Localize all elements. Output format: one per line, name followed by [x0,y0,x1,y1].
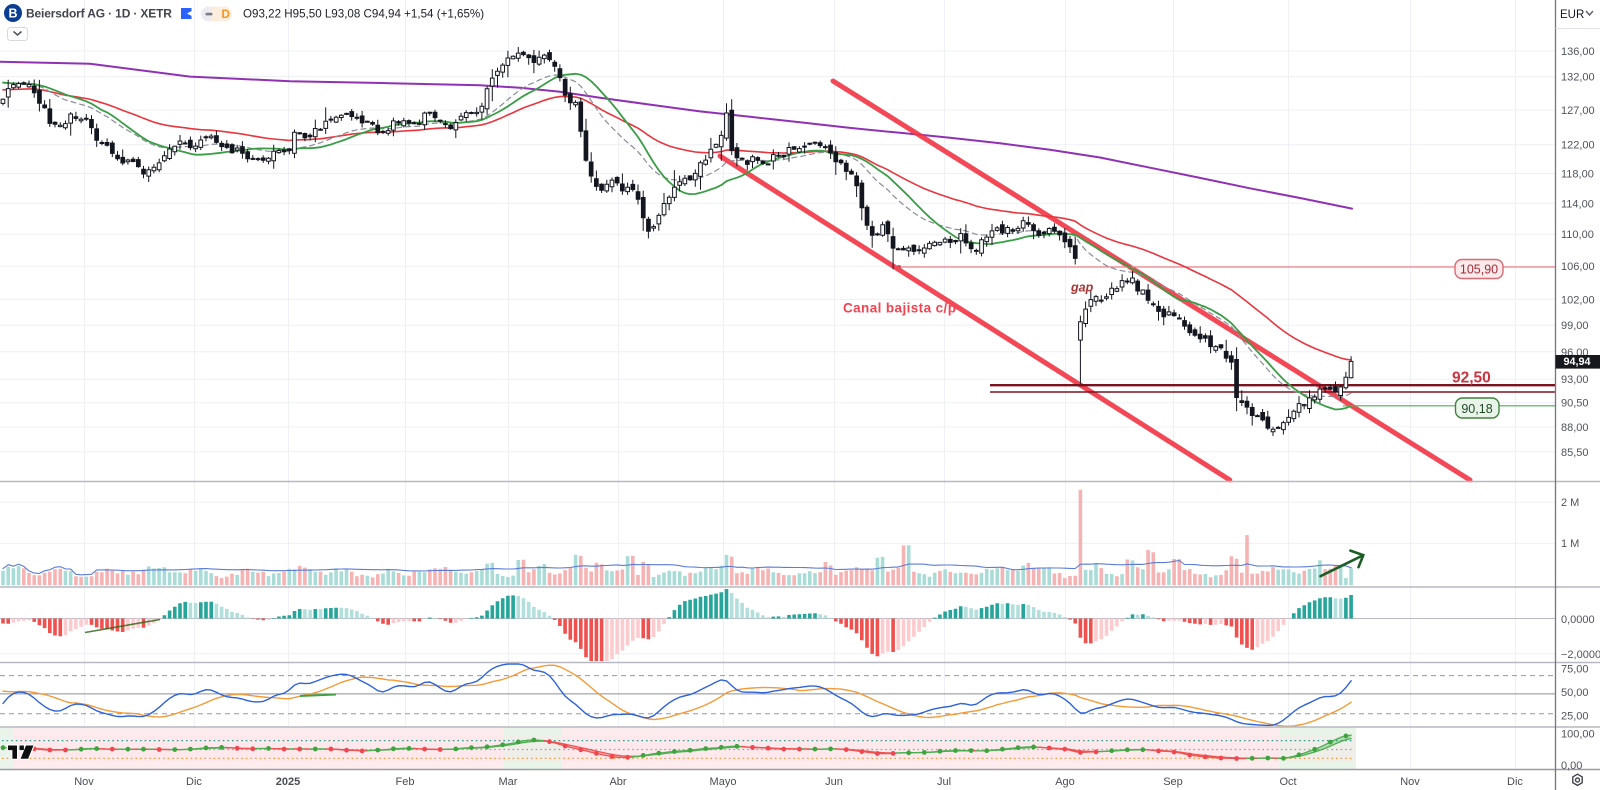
svg-text:Jul: Jul [937,776,951,788]
svg-text:94,94: 94,94 [1563,356,1590,368]
svg-text:gap: gap [1070,281,1094,295]
svg-text:88,00: 88,00 [1561,422,1589,434]
svg-text:2 M: 2 M [1561,497,1579,509]
svg-text:Canal bajista c/p: Canal bajista c/p [843,301,956,316]
svg-text:Dic: Dic [186,776,202,788]
svg-text:Ago: Ago [1055,776,1075,788]
svg-text:105,90: 105,90 [1460,263,1498,277]
svg-text:B: B [8,7,17,21]
svg-text:0,00: 0,00 [1561,760,1582,772]
svg-text:Feb: Feb [396,776,415,788]
svg-text:Abr: Abr [609,776,626,788]
svg-text:Jun: Jun [825,776,843,788]
svg-text:85,50: 85,50 [1561,447,1589,459]
svg-text:0,0000: 0,0000 [1561,614,1595,626]
svg-text:25,00: 25,00 [1561,711,1589,723]
svg-text:Mar: Mar [499,776,518,788]
svg-text:99,00: 99,00 [1561,320,1589,332]
svg-text:132,00: 132,00 [1561,72,1595,84]
svg-text:110,00: 110,00 [1561,229,1594,241]
svg-text:136,00: 136,00 [1561,46,1595,58]
svg-text:O93,22 H95,50 L93,08 C94,94 +1: O93,22 H95,50 L93,08 C94,94 +1,54 (+1,65… [243,8,484,21]
svg-text:2025: 2025 [276,776,300,788]
svg-text:1 M: 1 M [1561,538,1579,550]
svg-text:Nov: Nov [74,776,94,788]
svg-text:90,18: 90,18 [1461,402,1492,416]
svg-text:114,00: 114,00 [1561,198,1594,210]
svg-text:122,00: 122,00 [1561,140,1595,152]
svg-text:102,00: 102,00 [1561,294,1595,306]
svg-text:92,50: 92,50 [1452,370,1491,387]
svg-text:−2,0000: −2,0000 [1561,649,1600,661]
svg-text:EUR: EUR [1560,9,1584,21]
svg-text:118,00: 118,00 [1561,169,1594,181]
svg-text:100,00: 100,00 [1561,729,1595,741]
svg-text:D: D [222,9,230,21]
svg-text:93,00: 93,00 [1561,374,1589,386]
svg-text:Beiersdorf AG · 1D · XETR: Beiersdorf AG · 1D · XETR [26,7,172,21]
svg-text:127,00: 127,00 [1561,105,1595,117]
svg-text:Oct: Oct [1279,776,1296,788]
svg-text:Mayo: Mayo [710,776,737,788]
svg-text:106,00: 106,00 [1561,261,1595,273]
svg-text:Dic: Dic [1507,776,1523,788]
svg-text:Sep: Sep [1163,776,1183,788]
svg-text:50,00: 50,00 [1561,687,1589,699]
svg-text:75,00: 75,00 [1561,664,1589,676]
svg-text:90,50: 90,50 [1561,398,1589,410]
svg-text:Nov: Nov [1400,776,1420,788]
